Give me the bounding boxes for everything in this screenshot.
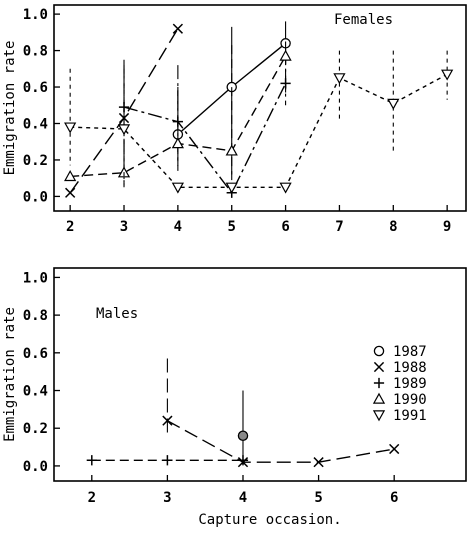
legend-label: 1987 [393, 344, 427, 360]
legend-marker [373, 345, 385, 357]
data-point [65, 187, 76, 198]
x-tick-label: 2 [88, 490, 96, 506]
x-tick-label: 2 [66, 219, 74, 235]
x-axis-title: Capture occasion. [198, 512, 341, 528]
x-tick-label: 8 [389, 219, 397, 235]
series-line [167, 420, 395, 463]
y-tick-label: 0.8 [23, 44, 48, 60]
y-tick-label: 0.4 [23, 384, 48, 400]
data-point [333, 73, 346, 85]
data-point [441, 69, 454, 81]
data-point [64, 122, 77, 134]
data-point [172, 23, 183, 34]
x-tick-label: 6 [390, 490, 398, 506]
data-point [64, 170, 77, 182]
y-axis-title: Emmigration rate [2, 307, 18, 442]
y-tick-label: 0.4 [23, 116, 48, 132]
data-point [171, 182, 184, 194]
y-tick-label: 0.8 [23, 308, 48, 324]
legend-marker [372, 410, 386, 422]
x-tick-label: 5 [228, 219, 236, 235]
data-point [279, 182, 292, 194]
legend-label: 1990 [393, 392, 427, 408]
legend-marker [373, 377, 385, 389]
series-1989 [118, 50, 291, 198]
data-point [237, 430, 249, 442]
panel-males: 0.0 0.2 0.4 0.6 0.8 1.0 2 3 4 5 6 Emmigration rate C… [2, 267, 467, 528]
data-point [162, 415, 173, 426]
panel-females: 0.0 0.2 0.4 0.6 0.8 1.0 2 3 4 5 6 7 8 9 Emmigration ra… [2, 4, 467, 235]
y-tick-label: 0.6 [23, 346, 48, 362]
panel-label: Males [96, 306, 138, 322]
x-tick-label: 4 [174, 219, 182, 235]
data-point [237, 455, 249, 466]
legend-label: 1991 [393, 408, 427, 424]
legend-marker [372, 392, 386, 404]
data-point [117, 124, 131, 136]
data-point [279, 49, 292, 61]
y-tick-label: 1.0 [23, 270, 48, 286]
data-point [171, 137, 184, 149]
series-line [70, 73, 448, 189]
data-point [389, 443, 400, 455]
series-1991 [64, 50, 454, 194]
x-tick-label: 3 [163, 490, 171, 506]
data-point [225, 144, 238, 156]
y-tick-label: 0.0 [23, 189, 48, 205]
x-tick-label: 4 [239, 490, 247, 506]
data-point [225, 182, 238, 194]
series-line [123, 83, 287, 195]
y-tick-label: 0.0 [23, 459, 48, 475]
y-tick-label: 0.6 [23, 80, 48, 96]
x-tick-label: 5 [314, 490, 322, 506]
y-tick-label: 0.2 [23, 153, 48, 169]
series-1989 [86, 455, 249, 466]
x-tick-label: 3 [120, 219, 128, 235]
legend-label: 1989 [393, 376, 427, 392]
legend-label: 1988 [393, 360, 427, 376]
series-1988 [162, 358, 400, 468]
y-tick-label: 0.2 [23, 421, 48, 437]
x-tick-label: 9 [443, 219, 451, 235]
y-axis-title: Emmigration rate [2, 41, 18, 176]
data-point [387, 98, 400, 110]
x-tick-label: 7 [335, 219, 343, 235]
data-point [313, 457, 324, 468]
data-point [162, 455, 173, 466]
legend-marker [373, 361, 385, 373]
x-tick-label: 6 [281, 219, 289, 235]
data-point [86, 455, 97, 466]
plot-frame [53, 267, 467, 482]
y-tick-label: 1.0 [23, 7, 48, 23]
plot-frame [53, 4, 467, 212]
panel-label: Females [334, 12, 393, 28]
series-1987 [237, 390, 249, 465]
